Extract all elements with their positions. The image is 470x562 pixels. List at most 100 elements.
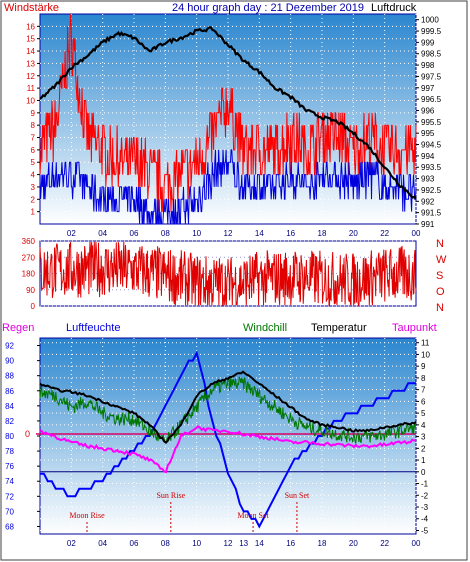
pressure-tick-label: 994.5: [421, 141, 442, 150]
temp-tick-label: 0: [421, 468, 426, 477]
temp-tick-label: -1: [421, 480, 429, 489]
temperature-series: [39, 370, 417, 445]
time-tick-label: 16: [286, 539, 295, 548]
annotation-label: Sun Rise: [156, 491, 185, 500]
annotation-label: Moon Rise: [69, 511, 105, 520]
temperature-humidity-x-ticks: 02 04 06 08 10 12 13 14 16 18 20 22 00: [67, 539, 421, 548]
direction-tick-label: 360: [22, 237, 36, 246]
temperature-humidity-marks: [36, 350, 417, 529]
humidity-tick-label: 86: [5, 387, 14, 396]
wind-tick-label: 6: [31, 146, 36, 155]
wind-tick-label: 15: [26, 35, 35, 44]
pressure-tick-label: 997.5: [421, 72, 442, 81]
time-tick-label: 18: [318, 229, 327, 238]
temp-tick-label: -4: [421, 515, 429, 524]
pressure-tick-label: 999.5: [421, 27, 442, 36]
humidity-tick-label: 88: [5, 372, 14, 381]
sun-moon-annotations: Moon Rise Sun Rise Moon Set Sun Set: [69, 491, 310, 534]
pressure-tick-label: 991.5: [421, 209, 442, 218]
dewpoint-series: [39, 425, 417, 474]
pressure-tick-label: 999: [421, 38, 435, 47]
humidity-axis-ticks: 68 70 72 74 76 78 80 82 84 86 88 90 92: [5, 342, 40, 531]
pressure-tick-label: 994: [421, 152, 435, 161]
wind-direction-series: [39, 241, 417, 307]
wind-pressure-marks: [39, 13, 417, 225]
pressure-tick-label: 996: [421, 106, 435, 115]
pressure-tick-label: 996.5: [421, 95, 442, 104]
wind-tick-label: 8: [31, 121, 36, 130]
temp-tick-label: 6: [421, 397, 426, 406]
temp-tick-label: 7: [421, 386, 426, 395]
humidity-tick-label: 68: [5, 522, 14, 531]
time-tick-label: 22: [380, 539, 389, 548]
time-tick-label: 18: [318, 539, 327, 548]
time-tick-label: 02: [67, 539, 76, 548]
time-tick-label: 12: [224, 539, 233, 548]
direction-tick-label: 270: [22, 253, 36, 262]
wind-tick-label: 3: [31, 183, 36, 192]
humidity-tick-label: 84: [5, 402, 14, 411]
time-tick-label: 16: [286, 229, 295, 238]
annotation-label: Moon Set: [237, 511, 269, 520]
temp-tick-label: 11: [421, 339, 430, 348]
wind-tick-label: 13: [26, 59, 35, 68]
time-tick-label: 04: [98, 229, 107, 238]
time-tick-label: 12: [224, 229, 233, 238]
wind-pressure-x-ticks: 02 04 06 08 10 12 14 16 18 20 22 00: [67, 229, 421, 238]
temp-tick-label: 3: [421, 433, 426, 442]
wind-tick-label: 4: [31, 171, 36, 180]
humidity-tick-label: 78: [5, 447, 14, 456]
wind-tick-label: 16: [26, 22, 35, 31]
temp-tick-label: -2: [421, 491, 429, 500]
pressure-tick-label: 992: [421, 197, 435, 206]
temperature-axis-ticks: -5 -4 -3 -2 -1 0 1 2 3 4 5 6 7 8 9 10 11: [416, 339, 430, 535]
wind-tick-label: 12: [26, 72, 35, 81]
compass-label: N: [436, 302, 444, 314]
compass-label: N: [436, 238, 444, 250]
compass-label: W: [436, 254, 447, 266]
humidity-tick-label: 74: [5, 477, 14, 486]
time-tick-label: 20: [349, 539, 358, 548]
graph-title: 24 hour graph day : 21 Dezember 2019: [172, 2, 364, 14]
temp-tick-label: 1: [421, 456, 426, 465]
wind-direction-marks: [39, 241, 417, 307]
wind-tick-label: 10: [26, 96, 35, 105]
time-tick-label: 22: [380, 229, 389, 238]
temp-tick-label: 2: [421, 444, 426, 453]
humidity-tick-label: 82: [5, 417, 14, 426]
wind-tick-label: 5: [31, 158, 36, 167]
wind-tick-label: 11: [27, 84, 36, 93]
wind-tick-label: 2: [31, 195, 36, 204]
temp-tick-label: 4: [421, 421, 426, 430]
pressure-tick-label: 991: [421, 220, 435, 229]
pressure-tick-label: 998.5: [421, 50, 442, 59]
wind-direction-ticks: 0 90 180 270 360: [22, 237, 36, 311]
time-tick-label: 04: [98, 539, 107, 548]
compass-label: S: [436, 270, 443, 282]
wind-gust-series: [39, 13, 417, 213]
rain-label: Regen: [2, 322, 34, 334]
time-tick-label: 13: [239, 539, 248, 548]
time-tick-label: 20: [349, 229, 358, 238]
annotation-label: Sun Set: [285, 491, 310, 500]
humidity-tick-label: 70: [5, 507, 14, 516]
pressure-tick-label: 997: [421, 84, 435, 93]
temp-tick-label: 5: [421, 409, 426, 418]
humidity-tick-label: 72: [5, 492, 14, 501]
pressure-tick-label: 993: [421, 175, 435, 184]
wind-tick-label: 9: [31, 109, 36, 118]
temp-tick-label: 8: [421, 374, 426, 383]
wind-axis-label: Windstärke: [4, 2, 59, 14]
temperature-label: Temperatur: [311, 322, 367, 334]
pressure-axis-label: Luftdruck: [371, 2, 417, 14]
temp-tick-label: -3: [421, 503, 429, 512]
wind-tick-label: 7: [31, 134, 36, 143]
time-tick-label: 14: [255, 229, 264, 238]
time-tick-label: 10: [192, 229, 201, 238]
